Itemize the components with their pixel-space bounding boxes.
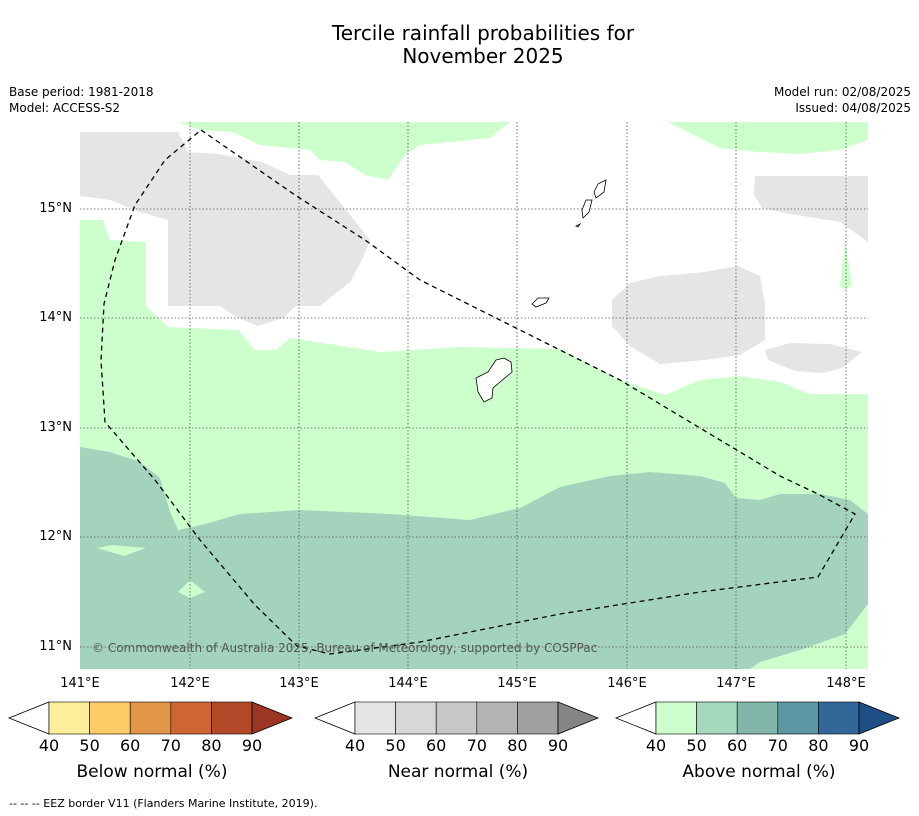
title-line-2: November 2025: [402, 44, 564, 68]
island-rota: [531, 297, 550, 308]
colorbar-near-segment: [476, 701, 518, 735]
colorbar-near-min-arrow: [313, 701, 356, 735]
colorbar-above-segment: [696, 701, 738, 735]
meta-right: Model run: 02/08/2025 Issued: 04/08/2025: [774, 84, 911, 116]
colorbar-above: [614, 701, 901, 735]
near-normal-region-west: [80, 132, 370, 326]
island-outlines: [475, 179, 607, 403]
lat-label-12n: 12°N: [39, 529, 72, 544]
colorbar-above-segment: [818, 701, 860, 735]
island-tinian: [581, 199, 593, 219]
title-line-1: Tercile rainfall probabilities for: [331, 21, 635, 45]
meta-left: Base period: 1981-2018 Model: ACCESS-S2: [9, 84, 154, 116]
colorbar-near-segment: [354, 701, 396, 735]
lon-label-145e: 145°E: [497, 676, 537, 691]
colorbar-above-tick-label: 60: [727, 736, 748, 755]
above-normal-40-50-top-left: [178, 122, 510, 180]
colorbar-near-max-arrow: [557, 701, 600, 735]
colorbar-above-segment: [736, 701, 779, 735]
island-aguijan: [575, 222, 582, 228]
colorbar-near-tick-label: 80: [507, 736, 528, 755]
colorbar-near-tick-label: 50: [385, 736, 406, 755]
colorbars: [7, 701, 901, 735]
above-normal-40-50-patch-2: [178, 580, 205, 598]
copyright-text: © Commonwealth of Australia 2025, Bureau…: [92, 641, 598, 655]
colorbar-near-segment: [395, 701, 437, 735]
island-guam: [475, 357, 513, 403]
eez-border: [100, 129, 856, 655]
colorbar-below-tick-label: 60: [120, 736, 141, 755]
colorbar-above-tick-label: 90: [848, 736, 870, 755]
island-saipan: [593, 179, 607, 199]
lon-label-143e: 143°E: [279, 676, 319, 691]
colorbar-below-min-arrow: [7, 701, 50, 735]
above-normal-40-50-sliver: [840, 240, 852, 290]
lon-label-146e: 146°E: [607, 676, 647, 691]
colorbar-title-near: Near normal (%): [387, 762, 529, 782]
colorbar-near-tick-label: 60: [426, 736, 447, 755]
colorbar-above-segment: [777, 701, 819, 735]
above-normal-40-50-patch-1: [97, 545, 146, 556]
colorbar-near-tick-label: 70: [466, 736, 487, 755]
colorbar-below-tick-label: 40: [38, 736, 60, 755]
colorbar-below-segment: [170, 701, 212, 735]
near-normal-region-east: [612, 266, 765, 364]
eez-legend-footer: -- -- -- EEZ border V11 (Flanders Marine…: [9, 797, 318, 810]
colorbar-title-above: Above normal (%): [682, 762, 836, 782]
issued-date: Issued: 04/08/2025: [795, 101, 911, 115]
lat-label-11n: 11°N: [39, 639, 72, 654]
colorbar-below-segment: [89, 701, 131, 735]
chart-title: Tercile rainfall probabilities for Novem…: [0, 22, 919, 68]
colorbar-above-tick-label: 80: [808, 736, 829, 755]
colorbar-below-segment: [211, 701, 253, 735]
lon-label-141e: 141°E: [60, 676, 100, 691]
lon-label-147e: 147°E: [716, 676, 756, 691]
colorbar-near: [313, 701, 600, 735]
model-run: Model run: 02/08/2025: [773, 85, 911, 99]
colorbar-below-tick-label: 70: [160, 736, 181, 755]
colorbar-above-min-arrow: [614, 701, 657, 735]
colorbar-near-tick-label: 40: [344, 736, 366, 755]
above-normal-50-60-region: [80, 447, 868, 669]
lon-label-142e: 142°E: [170, 676, 210, 691]
colorbar-below-tick-label: 90: [241, 736, 263, 755]
above-normal-40-50-top-right: [668, 122, 868, 154]
model-name: Model: ACCESS-S2: [9, 101, 121, 115]
near-normal-region-northeast: [754, 176, 868, 242]
colorbar-above-tick-label: 40: [645, 736, 667, 755]
map-area: [80, 122, 868, 669]
lat-label-13n: 13°N: [39, 420, 72, 435]
colorbar-below-segment: [48, 701, 90, 735]
lon-label-148e: 148°E: [826, 676, 866, 691]
near-normal-region-southeast: [765, 343, 862, 373]
colorbar-below: [7, 701, 294, 735]
gridlines: [80, 122, 868, 669]
lat-label-14n: 14°N: [39, 310, 72, 325]
base-period: Base period: 1981-2018: [9, 85, 154, 99]
colorbar-near-segment: [435, 701, 478, 735]
colorbar-above-tick-label: 50: [686, 736, 707, 755]
colorbar-below-segment: [129, 701, 172, 735]
colorbar-above-max-arrow: [858, 701, 901, 735]
lon-label-144e: 144°E: [388, 676, 428, 691]
colorbar-below-tick-label: 50: [79, 736, 100, 755]
colorbar-below-max-arrow: [251, 701, 294, 735]
lat-label-15n: 15°N: [39, 201, 72, 216]
colorbar-near-segment: [517, 701, 559, 735]
colorbar-above-segment: [655, 701, 697, 735]
colorbar-title-below: Below normal (%): [76, 762, 228, 782]
colorbar-near-tick-label: 90: [547, 736, 569, 755]
colorbar-below-tick-label: 80: [201, 736, 222, 755]
colorbar-above-tick-label: 70: [767, 736, 788, 755]
